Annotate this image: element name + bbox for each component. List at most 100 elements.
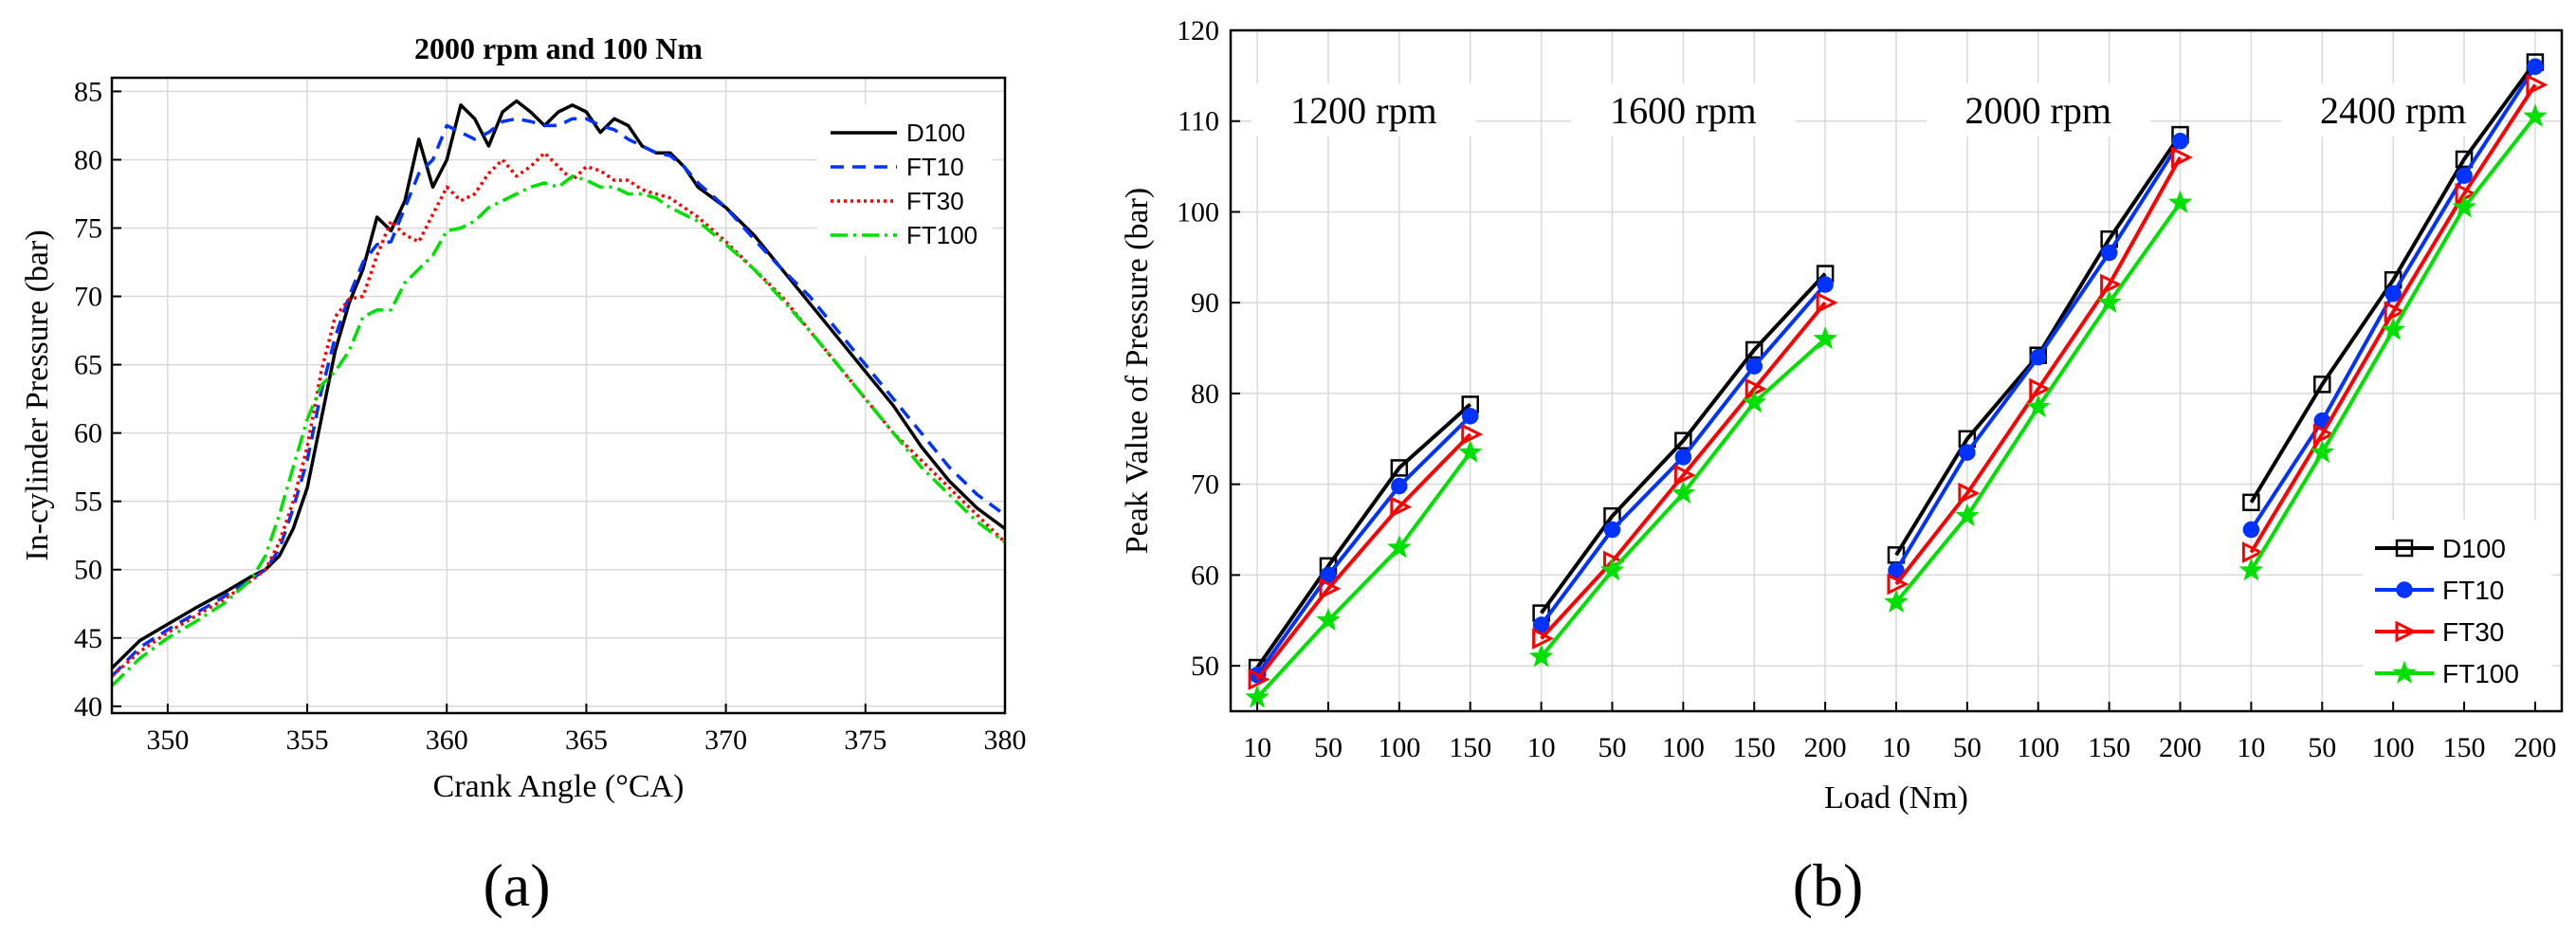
chart-a-legend: D100 FT10 FT30 FT100 [817, 104, 993, 256]
chart-b-point-d100 [1745, 340, 1763, 359]
chart-b-point-d100 [1674, 431, 1692, 449]
chart-b-point-d100 [2313, 376, 2331, 394]
chart-b-legend-label: FT30 [2442, 617, 2504, 647]
chart-b-point-ft100 [2381, 317, 2405, 340]
chart-a-series-ft10 [110, 117, 1007, 678]
chart-b-ytick-label: 60 [1191, 559, 1219, 591]
chart-b-rpm-label: 2000 rpm [1965, 89, 2111, 132]
chart-b-legend-marker-ft100 [2392, 660, 2417, 684]
chart-a-xtick-label: 375 [844, 724, 886, 756]
chart-b-series-d100 [2249, 61, 2537, 504]
chart-b-legend-label: D100 [2442, 534, 2506, 563]
chart-b-legend-label: FT10 [2442, 576, 2504, 605]
chart-b-point-ft100 [1387, 535, 1412, 559]
chart-a-series [110, 99, 1007, 688]
chart-a-ytick-label: 75 [74, 212, 102, 244]
chart-b-series-ft100 [1255, 451, 1472, 699]
chart-b-rpm-labels: 1200 rpm 1600 rpm 2000 rpm 2400 rpm [1251, 83, 2506, 137]
chart-b-xtick-label: 100 [1662, 732, 1705, 763]
chart-b-point-ft10 [2527, 58, 2544, 76]
chart-b-point-ft100 [1955, 503, 1980, 527]
chart-b-xtick-label: 150 [1449, 732, 1491, 763]
chart-b-series-ft30 [2249, 83, 2537, 554]
chart-b-point-ft30 [2526, 74, 2549, 96]
chart-a-ytick-label: 65 [74, 350, 102, 381]
chart-b-series-ft30 [1255, 432, 1472, 681]
chart-a-grid [112, 78, 1006, 713]
chart-b-point-d100 [2455, 150, 2474, 169]
chart-a-legend-label: FT10 [906, 153, 964, 181]
chart-a-ylabel: In-cylinder Pressure (bar) [20, 229, 55, 560]
chart-b-xtick-label: 200 [1804, 732, 1847, 763]
chart-a-series-ft100 [110, 174, 1007, 688]
chart-b-point-ft10 [2030, 348, 2047, 366]
chart-b-xtick-label: 10 [1527, 732, 1556, 763]
chart-b-panel-label: (b) [1793, 852, 1864, 919]
chart-a-ytick-label: 40 [74, 691, 102, 723]
chart-a-ytick-label: 55 [74, 486, 102, 518]
chart-b-point-ft30 [1319, 578, 1342, 600]
chart-a-ytick-label: 50 [74, 555, 102, 586]
chart-b-point-ft30 [1390, 496, 1413, 519]
chart-b-legend: D100 FT10 FT30 FT100 [2363, 520, 2552, 700]
chart-b-point-ft100 [2452, 194, 2476, 218]
chart-b-point-ft100 [2025, 394, 2051, 418]
chart-a-ytick-label: 60 [74, 418, 102, 449]
chart-b-point-ft30 [2384, 301, 2406, 323]
chart-a-xtick-label: 365 [565, 724, 608, 756]
chart-b-point-ft30 [2312, 423, 2335, 446]
chart-b-point-ft30 [1816, 291, 1838, 314]
chart-a-xtick-label: 360 [426, 724, 468, 756]
chart-b-point-ft100 [1884, 589, 1909, 613]
chart-b-ticks: 10 50 100 150 10 50 100 150 200 10 50 100 150 200 10 50… [1177, 15, 2556, 763]
chart-a-axes-box [110, 76, 1007, 715]
chart-b-xtick-label: 10 [1243, 732, 1271, 763]
chart-b-point-ft30 [2241, 541, 2264, 563]
chart-b-point-ft30 [1532, 627, 1554, 650]
chart-b-xtick-label: 150 [2088, 732, 2130, 763]
chart-a-title: 2000 rpm and 100 Nm [414, 31, 703, 65]
chart-b-point-ft30 [2029, 377, 2052, 400]
chart-a-legend-label: FT30 [906, 187, 964, 215]
chart-b-rpm-label-bg [1926, 83, 2150, 137]
chart-b-point-ft10 [2242, 521, 2260, 539]
chart-a-xlabel: Crank Angle (°CA) [433, 769, 685, 804]
chart-b-point-ft30 [2171, 146, 2193, 169]
chart-b-point-ft30 [2100, 273, 2122, 296]
chart-b-point-d100 [1390, 459, 1409, 477]
chart-b-point-ft100 [2096, 289, 2122, 314]
chart-b-point-ft10 [1745, 358, 1763, 375]
chart-b-xtick-label: 200 [2513, 732, 2556, 763]
chart-b-point-ft10 [1461, 408, 1479, 425]
chart-b-ylabel: Peak Value of Pressure (bar) [1120, 188, 1155, 554]
chart-b-point-ft10 [2456, 167, 2473, 184]
chart-b-point-ft30 [1248, 669, 1270, 690]
chart-b-point-ft100 [1599, 558, 1625, 581]
chart-b-series-d100 [1255, 402, 1472, 669]
chart-b-xtick-label: 50 [2308, 732, 2336, 763]
chart-b-rpm-label-bg [1251, 83, 1476, 137]
chart-b-rpm-label-bg [2281, 83, 2506, 137]
chart-b-xtick-label: 10 [2237, 732, 2265, 763]
chart-b-point-ft100 [1528, 644, 1554, 668]
chart-b-xtick-label: 150 [1733, 732, 1776, 763]
chart-b-point-ft30 [1673, 464, 1696, 486]
chart-b-point-ft100 [1316, 607, 1341, 632]
chart-b-point-ft30 [1958, 482, 1981, 504]
chart-a-xtick-label: 355 [286, 724, 329, 756]
chart-a-ytick-label: 45 [74, 623, 102, 654]
chart-b-legend-marker-ft10 [2396, 581, 2413, 598]
chart-b: 1200 rpm 1600 rpm 2000 rpm 2400 rpm 10 50 100… [1120, 15, 2564, 919]
chart-b-xtick-label: 100 [2372, 732, 2415, 763]
chart-b-point-ft100 [1813, 326, 1837, 350]
chart-a-xtick-label: 380 [984, 724, 1027, 756]
chart-b-ytick-label: 70 [1191, 469, 1219, 501]
chart-b-ytick-label: 80 [1191, 378, 1219, 410]
chart-b-xtick-label: 50 [1953, 732, 1982, 763]
chart-a-ticks: 350 355 360 365 370 375 380 40 45 50 55 60 65 70 75 80 8… [74, 76, 1027, 756]
chart-a-series-ft30 [110, 151, 1007, 678]
chart-b-point-ft100 [1671, 480, 1696, 504]
chart-b-rpm-label: 1600 rpm [1610, 89, 1756, 132]
chart-b-point-ft30 [1887, 573, 1909, 596]
